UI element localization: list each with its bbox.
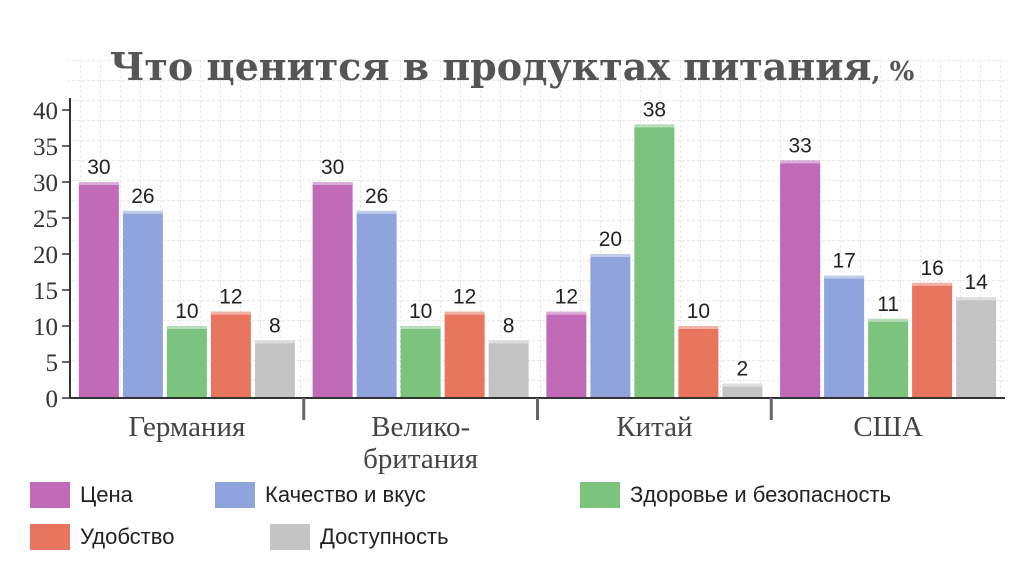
chart-title-unit: , % xyxy=(872,57,915,87)
bar-highlight xyxy=(678,326,719,329)
y-tick-label: 10 xyxy=(33,314,58,341)
value-labels-layer: 30 26 10 12 8 30 26 10 12 8 12 20 38 10 2 33 17 11 16 14 xyxy=(87,98,988,380)
y-tick-label: 20 xyxy=(33,242,58,269)
legend-label: Здоровье и безопасность xyxy=(630,482,891,507)
category-label: Велико- xyxy=(371,411,470,443)
bar-highlight xyxy=(210,311,251,315)
bar-highlight xyxy=(356,210,397,214)
bar-value-label: 8 xyxy=(269,314,281,337)
bar-value-label: 17 xyxy=(832,250,855,273)
legend: Цена Качество и вкус Здоровье и безопаснос… xyxy=(30,482,891,550)
legend-label: Доступность xyxy=(320,524,449,549)
bar-highlight xyxy=(444,311,485,315)
bar xyxy=(956,297,997,398)
category-label: Китай xyxy=(616,411,692,443)
bar-highlight xyxy=(912,282,953,286)
bar xyxy=(634,124,675,399)
chart-title: Что ценится в продуктах питания, % xyxy=(110,44,915,89)
axes-layer xyxy=(62,98,1005,420)
legend-swatch xyxy=(30,524,70,550)
bar-value-label: 30 xyxy=(321,156,344,179)
legend-label: Качество и вкус xyxy=(265,482,426,507)
bar xyxy=(356,210,397,398)
bar-highlight xyxy=(590,254,631,257)
y-tick-label: 30 xyxy=(33,170,58,197)
bar-value-label: 38 xyxy=(643,98,666,121)
bar-highlight xyxy=(868,318,909,322)
bar xyxy=(824,275,865,398)
bar-highlight xyxy=(956,297,997,301)
bar-value-label: 11 xyxy=(877,293,899,316)
bar-value-label: 33 xyxy=(788,134,811,157)
bar xyxy=(210,311,251,398)
bar-value-label: 10 xyxy=(175,300,198,323)
bar-value-label: 12 xyxy=(555,286,578,309)
bar xyxy=(912,282,953,398)
y-tick-label: 0 xyxy=(46,386,59,413)
y-tick-label: 5 xyxy=(46,350,59,377)
legend-swatch xyxy=(580,482,620,508)
bar-highlight xyxy=(254,340,295,344)
bar-value-label: 20 xyxy=(599,228,622,251)
legend-label: Удобство xyxy=(80,524,174,549)
bar xyxy=(122,210,163,398)
category-label: Германия xyxy=(128,411,245,443)
y-tick-labels: 0 5 10 15 20 25 30 35 40 xyxy=(33,98,58,413)
bar xyxy=(590,254,631,398)
bar-highlight xyxy=(634,124,675,128)
y-tick-label: 25 xyxy=(33,206,58,233)
bar-highlight xyxy=(78,182,119,185)
bar-value-label: 10 xyxy=(409,300,432,323)
bar-value-label: 26 xyxy=(365,185,388,208)
y-tick-label: 40 xyxy=(33,98,58,125)
bar-value-label: 12 xyxy=(453,286,476,309)
chart-title-main: Что ценится в продуктах питания xyxy=(110,44,872,89)
legend-swatch xyxy=(215,482,255,508)
bar-highlight xyxy=(546,311,587,315)
bar xyxy=(678,326,719,398)
bar-highlight xyxy=(780,160,821,164)
legend-swatch xyxy=(30,482,70,508)
bar-highlight xyxy=(824,275,865,279)
bars-layer xyxy=(78,124,997,399)
bar-value-label: 2 xyxy=(737,358,749,381)
bar xyxy=(312,182,353,398)
bar xyxy=(78,182,119,398)
y-tick-label: 15 xyxy=(33,278,58,305)
bar-value-label: 16 xyxy=(920,257,943,280)
bar-value-label: 26 xyxy=(131,185,154,208)
bar xyxy=(254,340,295,398)
bar-highlight xyxy=(722,383,763,387)
y-tick-label: 35 xyxy=(33,134,58,161)
bar-value-label: 14 xyxy=(964,271,988,294)
bar-value-label: 8 xyxy=(503,314,515,337)
bar xyxy=(444,311,485,398)
bar xyxy=(488,340,529,398)
legend-swatch xyxy=(270,524,310,550)
bar-value-label: 10 xyxy=(687,300,710,323)
bar-value-label: 30 xyxy=(87,156,110,179)
bar xyxy=(400,326,441,398)
bar-highlight xyxy=(400,326,441,329)
category-label: британия xyxy=(363,443,478,475)
bar-highlight xyxy=(166,326,207,329)
bar xyxy=(722,383,763,398)
bar-highlight xyxy=(312,182,353,185)
bar-highlight xyxy=(122,210,163,214)
bar xyxy=(780,160,821,398)
bar xyxy=(166,326,207,398)
bar-highlight xyxy=(488,340,529,344)
plot-grid xyxy=(68,60,1008,398)
bar xyxy=(868,318,909,398)
legend-label: Цена xyxy=(80,482,134,507)
bar xyxy=(546,311,587,398)
bar-value-label: 12 xyxy=(219,286,242,309)
category-labels: Германия Велико-британия Китай США xyxy=(128,411,923,475)
category-label: США xyxy=(853,411,923,443)
